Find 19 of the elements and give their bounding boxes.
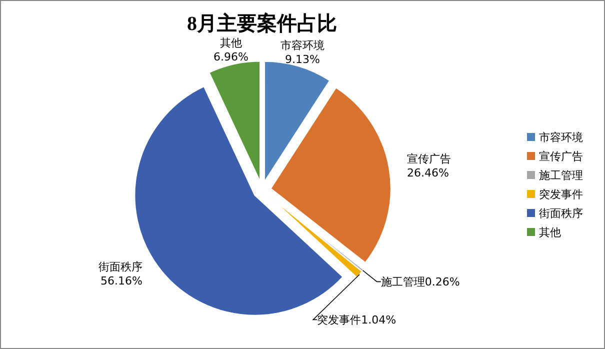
data-label: 6.96% (214, 50, 248, 64)
slice-label: 突发事件 (317, 314, 362, 327)
slice-label: 施工管理 (380, 276, 425, 289)
data-label: 26.46% (407, 166, 449, 180)
slice-label: 街面秩序 (98, 260, 143, 274)
legend-label: 街面秩序 (539, 207, 583, 220)
legend-label: 市容环境 (539, 131, 583, 144)
slice-label: 宣传广告 (407, 152, 452, 166)
slice-label: 市容环境 (280, 38, 324, 52)
data-label: 56.16% (100, 274, 143, 288)
legend-label: 其他 (539, 226, 561, 239)
slice-label: 其他 (220, 36, 242, 50)
legend-label: 突发事件 (539, 188, 583, 201)
legend-label: 施工管理 (539, 169, 583, 182)
data-label: 9.13% (284, 52, 320, 66)
chart-title: 8月主要案件占比 (187, 12, 337, 35)
data-label: 1.04% (361, 314, 396, 327)
legend-label: 宣传广告 (539, 150, 583, 163)
data-label: 0.26% (424, 276, 460, 289)
